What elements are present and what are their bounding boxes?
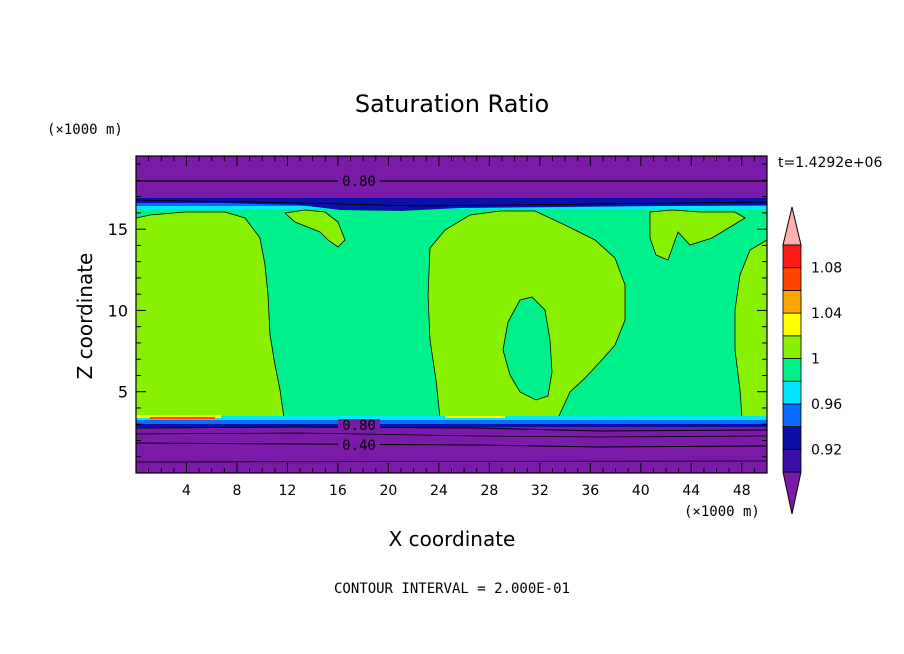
contour-label-bottom-2: 0.40 <box>342 438 376 454</box>
x-tick-label: 12 <box>279 483 297 499</box>
plume-top-small <box>284 209 346 248</box>
x-unit-label: (×1000 m) <box>684 504 760 520</box>
x-tick-label: 4 <box>182 483 191 499</box>
y-axis-label: Z coordinate <box>73 253 97 380</box>
plot-area: 0.80 0.80 0.40 4 8 12 16 20 24 28 32 36 40 44 48510… <box>108 155 768 499</box>
plume-left <box>136 211 285 419</box>
colorbar-swatch <box>782 380 802 405</box>
colorbar-swatch <box>782 267 802 291</box>
x-tick-label: 20 <box>379 483 397 499</box>
colorbar-swatch <box>782 448 802 473</box>
colorbar-low-arrow <box>782 471 802 515</box>
colorbar-label: 1.04 <box>811 306 842 322</box>
x-tick-label: 24 <box>430 483 448 499</box>
colorbar-label: 0.92 <box>811 442 842 458</box>
x-tick-label: 36 <box>581 483 599 499</box>
colorbar: 1.08 1.04 1 0.96 0.92 <box>782 206 842 515</box>
contour-label-bottom-1: 0.80 <box>342 418 376 434</box>
x-tick-label: 44 <box>682 483 700 499</box>
colorbar-swatch <box>782 426 802 450</box>
x-tick-label: 40 <box>632 483 650 499</box>
contour-label-top: 0.80 <box>342 174 376 190</box>
x-tick-label: 16 <box>329 483 347 499</box>
colorbar-swatch <box>782 244 802 269</box>
colorbar-swatch <box>782 403 802 427</box>
contour-labels: 0.80 0.80 0.40 <box>338 174 380 454</box>
x-tick-label: 8 <box>232 483 241 499</box>
time-label: t=1.4292e+06 <box>778 155 882 171</box>
colorbar-swatch <box>782 289 802 314</box>
contour-interval-note: CONTOUR INTERVAL = 2.000E-01 <box>334 581 570 597</box>
y-tick-label: 15 <box>108 220 128 239</box>
colorbar-swatch <box>782 312 802 337</box>
x-tick-label: 28 <box>480 483 498 499</box>
y-unit-label: (×1000 m) <box>47 122 123 138</box>
x-tick-label: 48 <box>733 483 751 499</box>
x-axis-label: X coordinate <box>389 527 516 551</box>
colorbar-swatch <box>782 358 802 382</box>
dry-pocket-center <box>502 296 553 401</box>
colorbar-label: 0.96 <box>811 397 842 413</box>
y-tick-label: 10 <box>108 301 128 320</box>
plume-upper-right <box>649 209 746 261</box>
colorbar-label: 1 <box>811 352 820 368</box>
colorbar-label: 1.08 <box>811 261 842 277</box>
y-tick-label: 5 <box>118 383 128 402</box>
colorbar-high-arrow <box>782 206 802 246</box>
chart-title: Saturation Ratio <box>355 90 549 118</box>
x-tick-label: 32 <box>531 483 549 499</box>
colorbar-swatch <box>782 335 802 359</box>
